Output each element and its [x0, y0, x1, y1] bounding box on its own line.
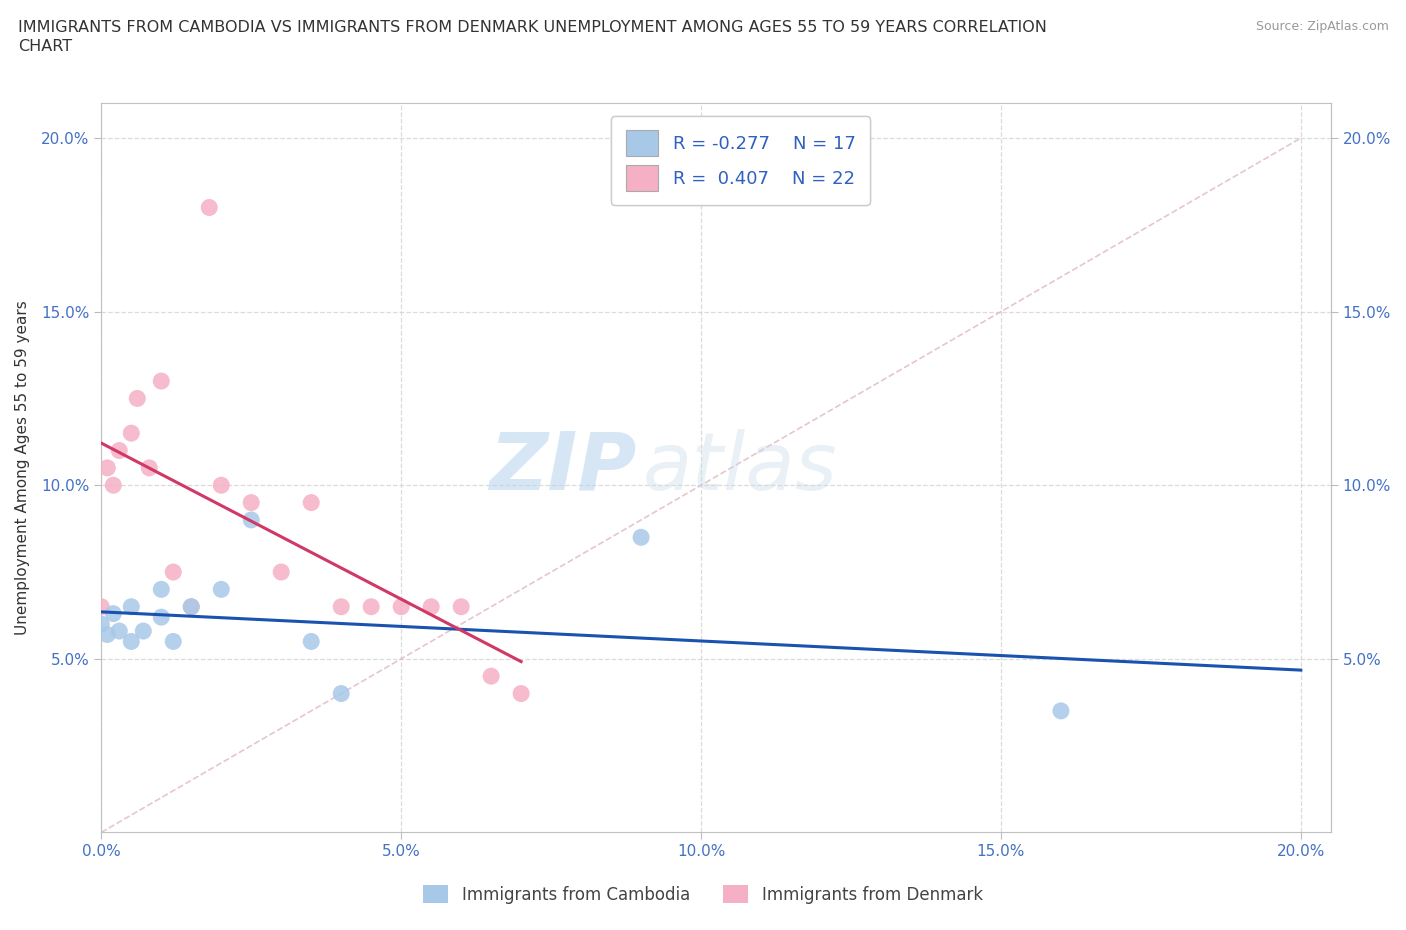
- Point: [630, 530, 652, 545]
- Point: [299, 495, 322, 510]
- Point: [209, 582, 232, 597]
- Point: [138, 460, 160, 475]
- Point: [150, 610, 173, 625]
- Point: [180, 599, 202, 614]
- Point: [420, 599, 443, 614]
- Point: [127, 391, 149, 405]
- Y-axis label: Unemployment Among Ages 55 to 59 years: Unemployment Among Ages 55 to 59 years: [15, 300, 30, 635]
- Point: [360, 599, 382, 614]
- Point: [479, 669, 502, 684]
- Point: [209, 478, 232, 493]
- Point: [162, 634, 184, 649]
- Text: CHART: CHART: [18, 39, 72, 54]
- Text: ZIP: ZIP: [489, 429, 636, 507]
- Point: [90, 617, 112, 631]
- Point: [108, 624, 131, 639]
- Point: [162, 565, 184, 579]
- Point: [103, 478, 125, 493]
- Text: atlas: atlas: [643, 429, 837, 507]
- Point: [510, 686, 533, 701]
- Point: [240, 495, 263, 510]
- Point: [299, 634, 322, 649]
- Point: [270, 565, 292, 579]
- Point: [120, 599, 142, 614]
- Point: [96, 460, 118, 475]
- Point: [96, 627, 118, 642]
- Text: Source: ZipAtlas.com: Source: ZipAtlas.com: [1256, 20, 1389, 33]
- Point: [150, 582, 173, 597]
- Point: [120, 634, 142, 649]
- Point: [450, 599, 472, 614]
- Point: [90, 599, 112, 614]
- Point: [132, 624, 155, 639]
- Point: [180, 599, 202, 614]
- Point: [120, 426, 142, 441]
- Point: [198, 200, 221, 215]
- Point: [103, 606, 125, 621]
- Legend: R = -0.277    N = 17, R =  0.407    N = 22: R = -0.277 N = 17, R = 0.407 N = 22: [612, 116, 870, 205]
- Legend: Immigrants from Cambodia, Immigrants from Denmark: Immigrants from Cambodia, Immigrants fro…: [416, 879, 990, 910]
- Point: [1050, 703, 1073, 718]
- Point: [150, 374, 173, 389]
- Point: [240, 512, 263, 527]
- Point: [330, 599, 353, 614]
- Point: [108, 443, 131, 458]
- Point: [330, 686, 353, 701]
- Point: [389, 599, 412, 614]
- Text: IMMIGRANTS FROM CAMBODIA VS IMMIGRANTS FROM DENMARK UNEMPLOYMENT AMONG AGES 55 T: IMMIGRANTS FROM CAMBODIA VS IMMIGRANTS F…: [18, 20, 1047, 35]
